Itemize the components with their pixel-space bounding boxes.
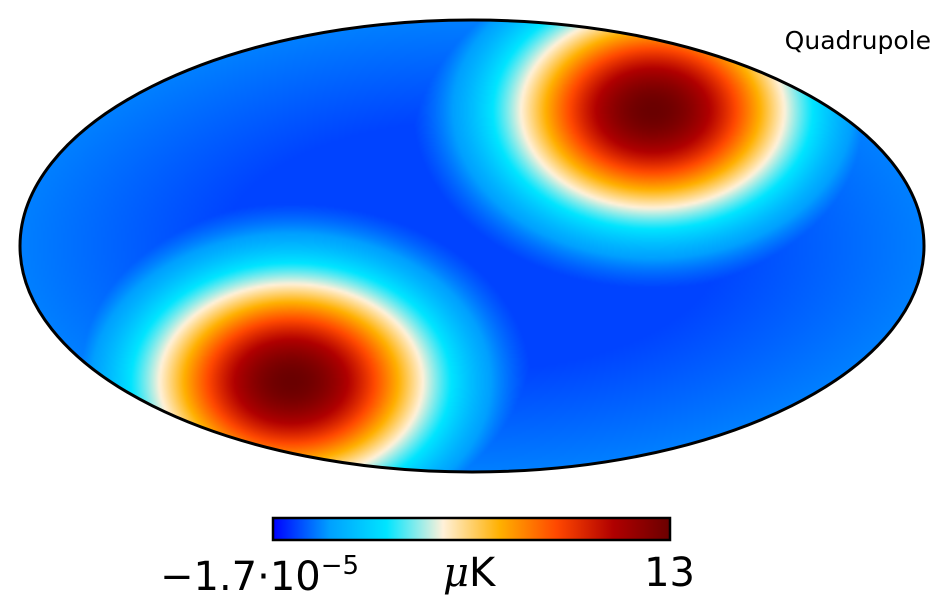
sky-map-image xyxy=(20,20,924,472)
colorbar-unit-label: μK xyxy=(443,553,495,593)
colorbar-min-exponent: −5 xyxy=(320,551,360,581)
colorbar-unit-rest: K xyxy=(469,550,496,596)
colorbar-min-mantissa: −1.7·10 xyxy=(160,554,321,600)
colorbar-unit-mu: μ xyxy=(443,550,469,596)
map-border xyxy=(18,18,926,474)
sky-map xyxy=(18,18,926,474)
map-title: Quadrupole xyxy=(784,26,931,55)
colorbar-gradient xyxy=(271,516,672,542)
colorbar xyxy=(271,516,672,542)
colorbar-min-label: −1.7·10−5 xyxy=(160,553,359,597)
colorbar-max-label: 13 xyxy=(644,550,695,596)
